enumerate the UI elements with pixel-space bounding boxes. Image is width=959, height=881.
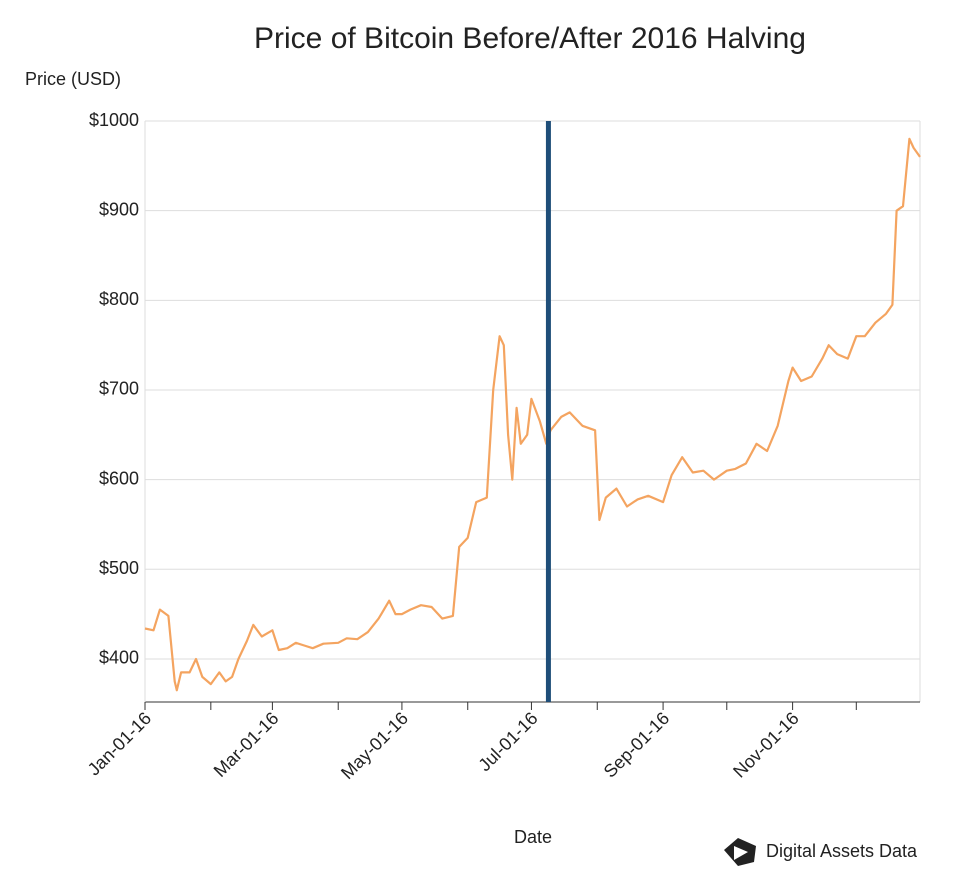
x-tick-label: Nov-01-16	[729, 708, 803, 782]
y-tick-label: $700	[99, 379, 139, 399]
x-axis-label: Date	[514, 827, 552, 847]
logo	[724, 838, 756, 866]
chart-title: Price of Bitcoin Before/After 2016 Halvi…	[254, 22, 806, 55]
y-tick-label: $800	[99, 289, 139, 309]
y-tick-label: $500	[99, 558, 139, 578]
x-tick-label: Mar-01-16	[210, 708, 283, 781]
y-tick-label: $400	[99, 648, 139, 668]
y-tick-label: $600	[99, 468, 139, 488]
watermark: Digital Assets Data	[766, 841, 918, 861]
x-tick-label: May-01-16	[337, 708, 412, 783]
y-axis-label: Price (USD)	[25, 69, 121, 89]
y-tick-label: $1000	[89, 110, 139, 130]
price-line	[144, 137, 921, 692]
x-tick-label: Jul-01-16	[474, 708, 541, 775]
x-tick-label: Jan-01-16	[84, 708, 155, 779]
y-tick-label: $900	[99, 199, 139, 219]
x-tick-label: Sep-01-16	[600, 708, 674, 782]
